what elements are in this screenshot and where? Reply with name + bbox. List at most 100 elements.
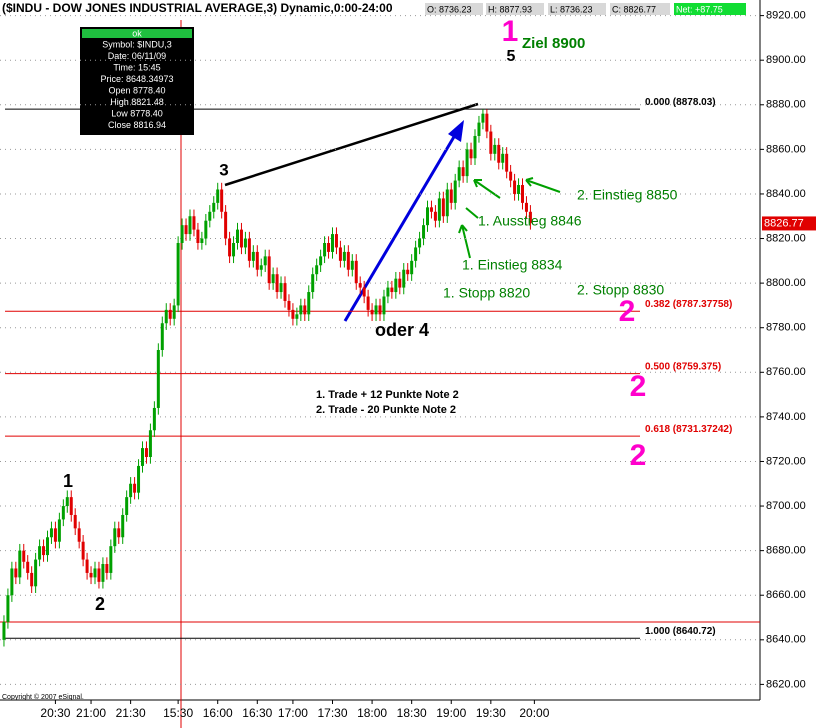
candle-body <box>200 238 204 243</box>
annotation: 2 <box>95 594 105 614</box>
candle-body <box>101 564 105 582</box>
candle-body <box>331 234 334 252</box>
candle-body <box>315 265 319 275</box>
candle-body <box>513 180 517 194</box>
candle-body <box>299 305 303 315</box>
candle-body <box>283 283 287 301</box>
candle-body <box>426 207 429 226</box>
candle-body <box>117 528 121 538</box>
candle-body <box>327 242 331 252</box>
candle-body <box>485 113 489 132</box>
candle-body <box>370 309 374 315</box>
candle-body <box>65 497 69 507</box>
candle-body <box>89 572 93 578</box>
x-tick-label: 21:00 <box>76 706 106 720</box>
quote-value: O: 8736.23 <box>427 4 472 14</box>
y-tick-label: 8720.00 <box>766 455 806 467</box>
candle-body <box>311 274 315 293</box>
candle-body <box>196 229 200 243</box>
y-tick-label: 8860.00 <box>766 143 806 155</box>
candle-body <box>164 309 168 324</box>
candle-body <box>34 559 38 587</box>
candle-body <box>192 216 196 230</box>
candle-body <box>453 180 457 203</box>
candle-body <box>319 256 323 266</box>
candle-body <box>497 144 501 163</box>
candle-body <box>228 238 232 257</box>
candle-body <box>445 189 449 217</box>
candle-body <box>509 171 513 181</box>
last-price-tag <box>762 216 816 231</box>
y-tick-label: 8620.00 <box>766 678 806 690</box>
info-line: Symbol: $INDU,3 <box>102 39 172 49</box>
y-tick-label: 8740.00 <box>766 411 806 423</box>
candle-body <box>441 198 445 217</box>
candle-body <box>148 430 152 458</box>
candle-body <box>346 251 350 270</box>
candle-body <box>46 537 49 556</box>
candle-body <box>259 265 263 270</box>
info-line: Price: 8648.34973 <box>100 74 173 84</box>
candle-body <box>390 287 394 293</box>
candle-body <box>279 283 283 293</box>
candle-body <box>247 238 251 261</box>
annotation: oder 4 <box>375 320 429 340</box>
candle-body <box>386 287 390 297</box>
candle-body <box>85 559 89 573</box>
x-tick-label: 20:00 <box>519 706 549 720</box>
candle-body <box>81 541 85 560</box>
candle-body <box>267 256 271 284</box>
candle-body <box>418 238 422 248</box>
candle-body <box>410 260 414 275</box>
candle-body <box>172 305 176 319</box>
candle-body <box>2 621 6 640</box>
candle-body <box>180 225 184 243</box>
candle-body <box>362 287 366 297</box>
annotation: 1 <box>502 15 519 48</box>
y-tick-label: 8680.00 <box>766 545 806 557</box>
candle-body <box>433 211 437 221</box>
annotation: 5 <box>507 48 516 65</box>
candle-body <box>236 229 239 243</box>
candle-body <box>141 448 144 466</box>
candle-body <box>97 568 101 582</box>
annotation: 1. Einstieg 8834 <box>462 257 563 273</box>
quote-value: H: 8877.93 <box>488 4 532 14</box>
candle-body <box>53 528 57 542</box>
candle-body <box>133 483 137 493</box>
candle-body <box>323 242 327 257</box>
candle-body <box>184 225 188 235</box>
candle-body <box>366 296 370 310</box>
candle-body <box>168 309 172 319</box>
y-tick-label: 8840.00 <box>766 188 806 200</box>
candle-body <box>473 135 477 159</box>
annotation: 1. Trade + 12 Punkte Note 2 <box>316 389 459 401</box>
x-tick-label: 16:30 <box>242 706 272 720</box>
candle-body <box>275 274 279 293</box>
candle-body <box>422 225 426 239</box>
x-tick-label: 17:30 <box>317 706 347 720</box>
quote-value: C: 8826.77 <box>612 4 656 14</box>
candle-body <box>469 149 473 159</box>
candle-body <box>224 211 228 239</box>
candle-body <box>144 448 148 458</box>
candle-body <box>255 251 259 270</box>
candle-body <box>156 350 160 408</box>
candle-body <box>382 296 386 315</box>
candle-body <box>378 305 382 315</box>
candle-body <box>354 260 358 284</box>
candle-body <box>243 238 247 248</box>
candle-body <box>232 242 236 257</box>
candle-body <box>220 189 224 212</box>
candle-body <box>239 229 243 248</box>
candle-body <box>10 568 14 596</box>
annotation: 1 <box>63 471 73 491</box>
annotation: 1. Ausstieg 8846 <box>478 213 582 229</box>
candle-body <box>216 189 220 203</box>
candle-body <box>14 568 18 578</box>
candle-body <box>137 465 141 493</box>
candle-body <box>176 242 180 306</box>
candle-body <box>457 167 461 181</box>
